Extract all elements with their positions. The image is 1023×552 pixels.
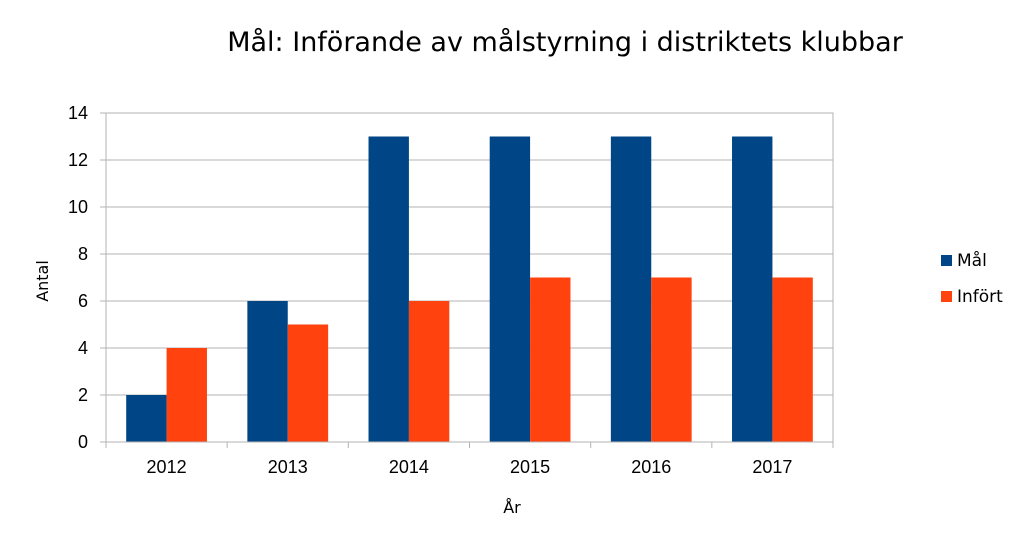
y-axis-title: Antal (33, 260, 52, 302)
bar (247, 301, 288, 442)
bar (610, 136, 652, 442)
y-tick-label: 2 (78, 385, 88, 405)
bar (166, 348, 207, 442)
y-tick-label: 0 (78, 432, 88, 452)
bars (126, 136, 813, 442)
x-tick-label: 2017 (752, 457, 792, 477)
y-tick-label: 4 (78, 338, 88, 358)
y-axis-tick-labels: 0 2 4 6 8 10 12 14 (68, 103, 88, 452)
legend-label: Infört (957, 287, 1003, 307)
legend-swatch (941, 291, 952, 302)
x-tick-label: 2013 (268, 457, 308, 477)
x-tick-label: 2012 (147, 457, 187, 477)
x-tick-label: 2015 (510, 457, 550, 477)
x-axis-ticks (105, 442, 834, 448)
y-tick-label: 12 (68, 150, 88, 170)
x-tick-label: 2014 (389, 457, 429, 477)
bar (772, 277, 813, 442)
x-axis-tick-labels: 2012 2013 2014 2015 2016 2017 (147, 457, 793, 477)
bar (287, 324, 329, 442)
bar (530, 277, 571, 442)
plot-area (100, 112, 834, 448)
plot-frame (105, 112, 834, 443)
bar (489, 136, 531, 442)
x-tick-label: 2016 (631, 457, 671, 477)
chart-title: Mål: Införande av målstyrning i distrikt… (227, 27, 903, 58)
gridlines (100, 112, 833, 443)
bar (368, 136, 409, 442)
legend-swatch (941, 255, 952, 266)
y-tick-label: 14 (68, 103, 88, 123)
bar (732, 136, 773, 442)
y-tick-label: 10 (68, 197, 88, 217)
y-tick-label: 8 (78, 244, 88, 264)
bar (126, 395, 167, 442)
bar (651, 277, 692, 442)
bar (408, 301, 450, 442)
x-axis-title: År (503, 498, 521, 517)
y-tick-label: 6 (78, 291, 88, 311)
legend: Mål Infört (941, 250, 1003, 307)
legend-label: Mål (957, 250, 987, 271)
